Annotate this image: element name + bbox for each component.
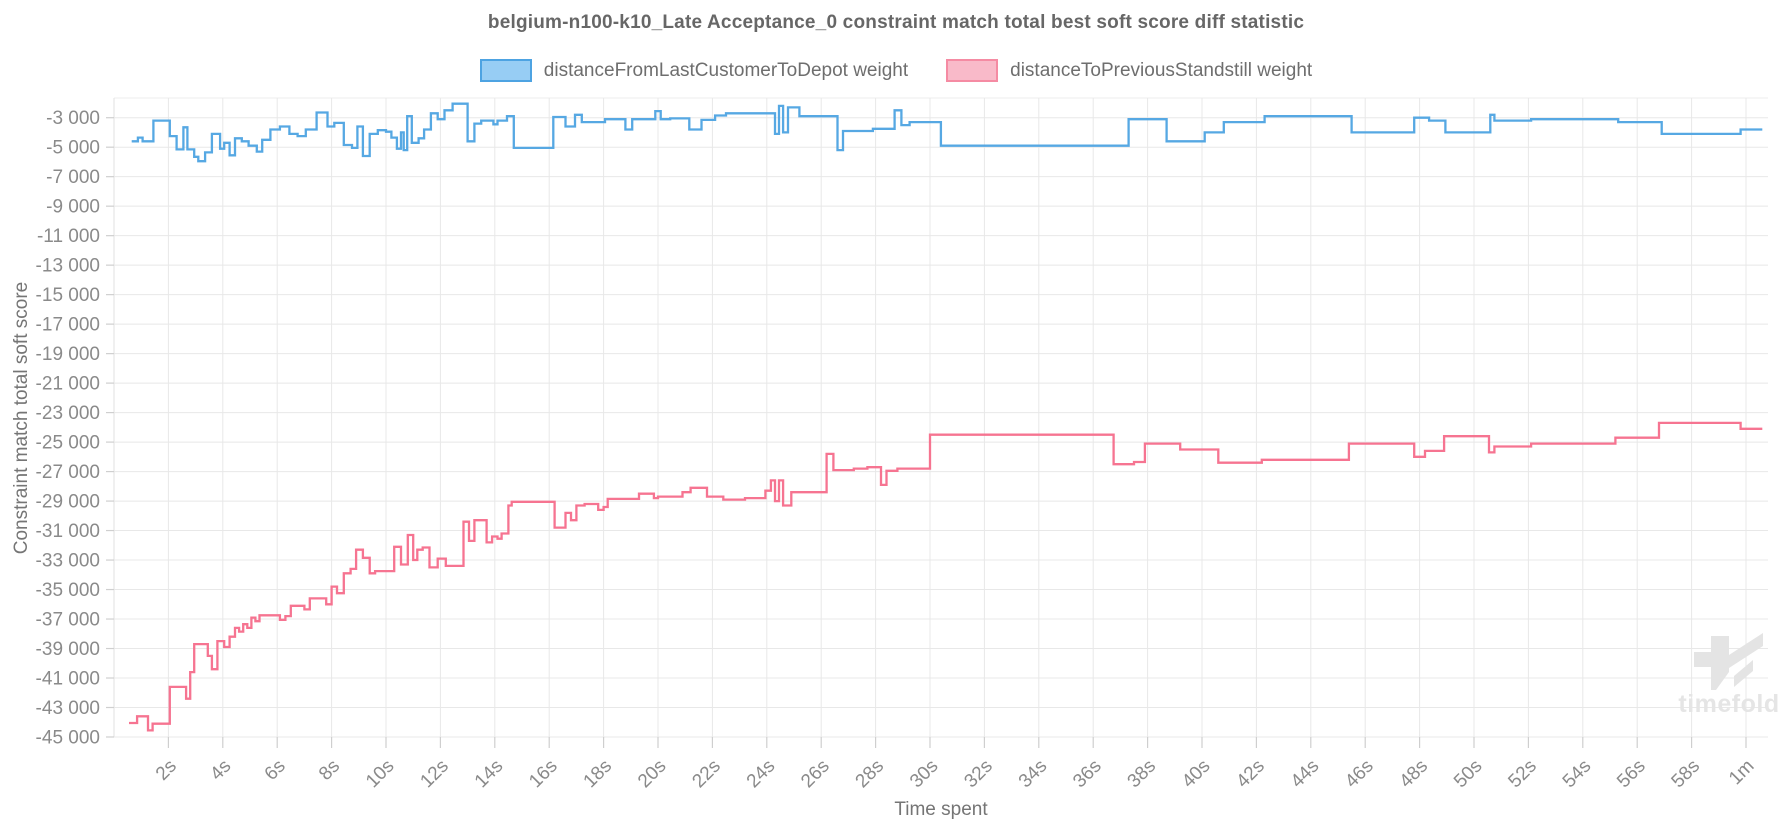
x-tick-label: 32s [960,756,997,793]
x-tick-label: 28s [852,756,889,793]
x-tick-label: 30s [906,756,943,793]
y-tick-label: -5 000 [46,138,100,159]
x-tick-label: 14s [471,756,508,793]
y-tick-label: -35 000 [36,580,100,601]
x-axis-title: Time spent [894,799,988,820]
legend-label: distanceToPreviousStandstill weight [1010,59,1313,81]
legend-swatch-pink [946,59,999,82]
legend-item-distance-from-last-customer-to-depot[interactable]: distanceFromLastCustomerToDepot weight [479,59,909,82]
x-tick-label: 42s [1232,756,1269,793]
legend-label: distanceFromLastCustomerToDepot weight [543,59,909,81]
x-tick-label: 2s [152,756,181,785]
y-tick-label: -37 000 [36,610,100,631]
y-tick-label: -3 000 [46,108,100,129]
watermark-text: timefold [1678,690,1779,718]
x-tick-label: 34s [1015,756,1052,793]
y-axis-title: Constraint match total soft score [11,281,32,555]
x-tick-label: 46s [1341,756,1378,793]
y-tick-label: -17 000 [36,315,100,336]
x-tick-label: 18s [580,756,617,793]
x-tick-label: 36s [1069,756,1106,793]
timefold-logo-stem [1711,636,1729,690]
y-tick-label: -9 000 [46,197,100,218]
x-tick-label: 22s [688,756,725,793]
y-tick-label: -41 000 [36,669,100,690]
y-tick-label: -39 000 [36,639,100,660]
x-tick-label: 8s [315,756,344,785]
y-tick-label: -45 000 [36,727,100,748]
series-line-pink [129,421,1763,732]
x-tick-label: 16s [525,756,562,793]
x-tick-label: 4s [206,756,235,785]
y-tick-label: -19 000 [36,344,100,365]
y-tick-label: -25 000 [36,433,100,454]
y-tick-label: -31 000 [36,521,100,542]
x-tick-label: 50s [1450,756,1487,793]
x-tick-label: 20s [634,756,671,793]
x-tick-label: 6s [261,756,290,785]
legend-item-distance-to-previous-standstill[interactable]: distanceToPreviousStandstill weight [946,59,1312,82]
chart-title: belgium-n100-k10_Late Acceptance_0 const… [487,12,1305,33]
y-tick-label: -11 000 [37,226,100,247]
y-tick-label: -23 000 [36,403,100,424]
y-tick-label: -21 000 [36,374,100,395]
x-tick-label: 12s [416,756,453,793]
x-tick-label: 40s [1178,756,1215,793]
y-tick-label: -7 000 [46,167,100,188]
x-tick-label: 38s [1124,756,1161,793]
timefold-logo-flag-lower [1734,660,1753,687]
timefold-logo-flag-upper [1729,633,1763,668]
y-tick-label: -27 000 [36,462,100,483]
y-tick-label: -15 000 [36,285,100,306]
series-line-blue [131,102,1763,163]
y-tick-label: -13 000 [36,256,100,277]
x-tick-label: 26s [797,756,834,793]
chart-legend: distanceFromLastCustomerToDepot weight d… [0,59,1792,82]
y-tick-label: -29 000 [36,492,100,513]
x-tick-label: 24s [743,756,780,793]
x-tick-label: 52s [1504,756,1541,793]
x-tick-label: 48s [1396,756,1433,793]
x-tick-label: 10s [362,756,399,793]
x-tick-label: 54s [1559,756,1596,793]
x-tick-label: 44s [1287,756,1324,793]
x-tick-label: 1m [1725,756,1759,790]
x-tick-label: 56s [1613,756,1650,793]
y-tick-label: -33 000 [36,551,100,572]
legend-swatch-blue [479,59,532,82]
y-tick-label: -43 000 [36,698,100,719]
x-tick-label: 58s [1668,756,1705,793]
